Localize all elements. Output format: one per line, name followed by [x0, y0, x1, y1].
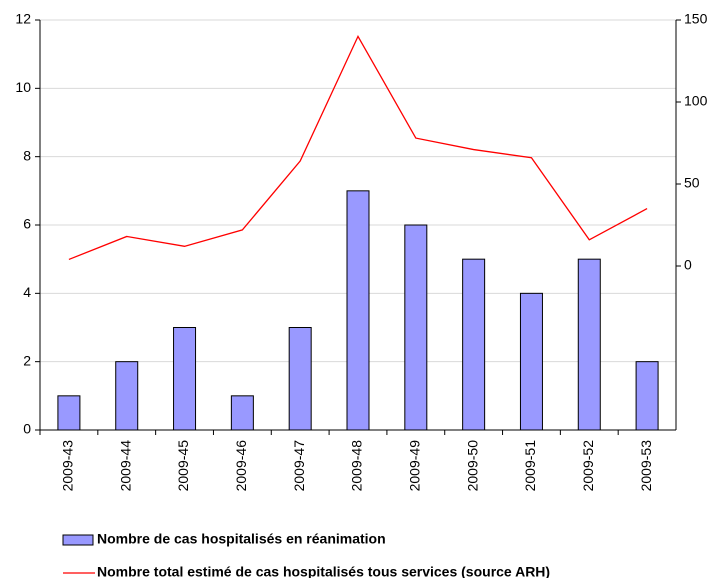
x-tick-label: 2009-47: [291, 440, 307, 492]
bar: [115, 361, 139, 431]
y-tick-label: 12: [15, 11, 31, 27]
y-tick-label: 0: [23, 421, 31, 437]
x-tick-label: 2009-46: [233, 440, 249, 492]
legend-label: Nombre de cas hospitalisés en réanimatio…: [97, 531, 386, 547]
bar: [173, 327, 197, 431]
x-tick-label: 2009-51: [522, 440, 538, 492]
x-tick-label: 2009-45: [175, 440, 191, 492]
y2-tick-label: 100: [684, 93, 708, 109]
legend-label: Nombre total estimé de cas hospitalisés …: [97, 564, 550, 578]
x-tick-label: 2009-52: [580, 440, 596, 492]
y-tick-label: 10: [15, 79, 31, 95]
legend: Nombre de cas hospitalisés en réanimatio…: [62, 531, 550, 578]
y-tick-label: 8: [23, 147, 31, 163]
bar: [346, 190, 370, 431]
legend-swatch: [62, 534, 94, 546]
bar: [288, 327, 312, 431]
bar: [519, 292, 543, 431]
y2-tick-label: 150: [684, 11, 708, 27]
x-tick-label: 2009-44: [117, 440, 133, 492]
bar: [230, 395, 254, 431]
bar: [57, 395, 81, 431]
line: [68, 34, 648, 261]
x-tick-label: 2009-48: [349, 440, 365, 492]
x-tick-label: 2009-53: [638, 440, 654, 492]
x-tick-label: 2009-50: [464, 440, 480, 492]
y-tick-label: 4: [23, 284, 31, 300]
x-tick-label: 2009-43: [60, 440, 76, 492]
bar: [635, 361, 659, 431]
bar: [404, 224, 428, 431]
y2-tick-label: 0: [684, 257, 692, 273]
x-tick-label: 2009-49: [407, 440, 423, 492]
y2-tick-label: 50: [684, 175, 700, 191]
y-tick-label: 6: [23, 216, 31, 232]
y-tick-label: 2: [23, 352, 31, 368]
bar: [462, 258, 486, 431]
bar: [577, 258, 601, 431]
